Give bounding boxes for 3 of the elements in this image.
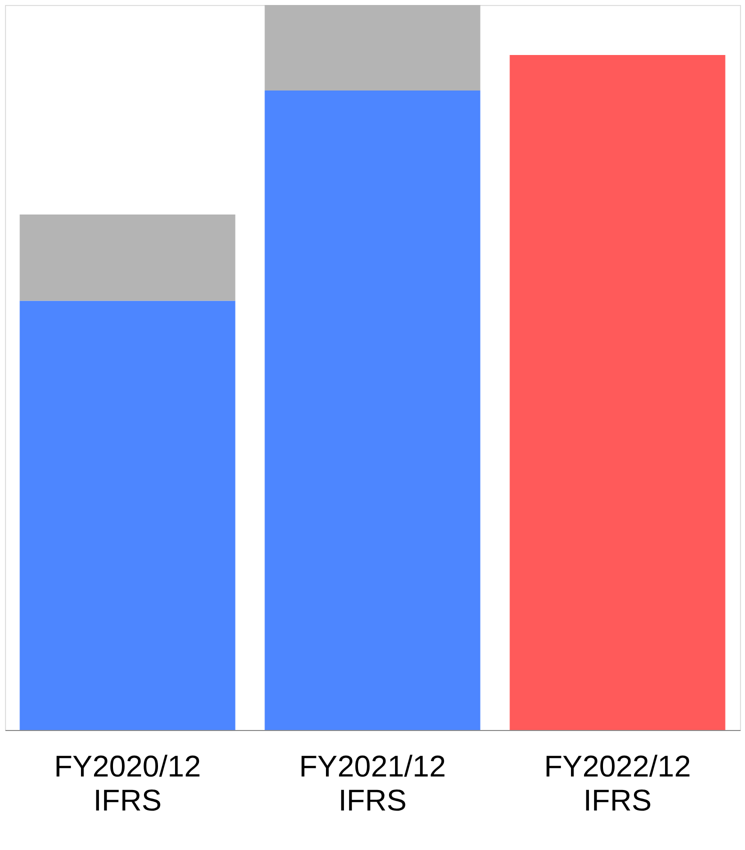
x-tick-label: FY2021/12 IFRS [299, 750, 446, 818]
x-tick-label: FY2020/12 IFRS [54, 750, 201, 818]
x-tick-label: FY2022/12 IFRS [544, 750, 691, 818]
